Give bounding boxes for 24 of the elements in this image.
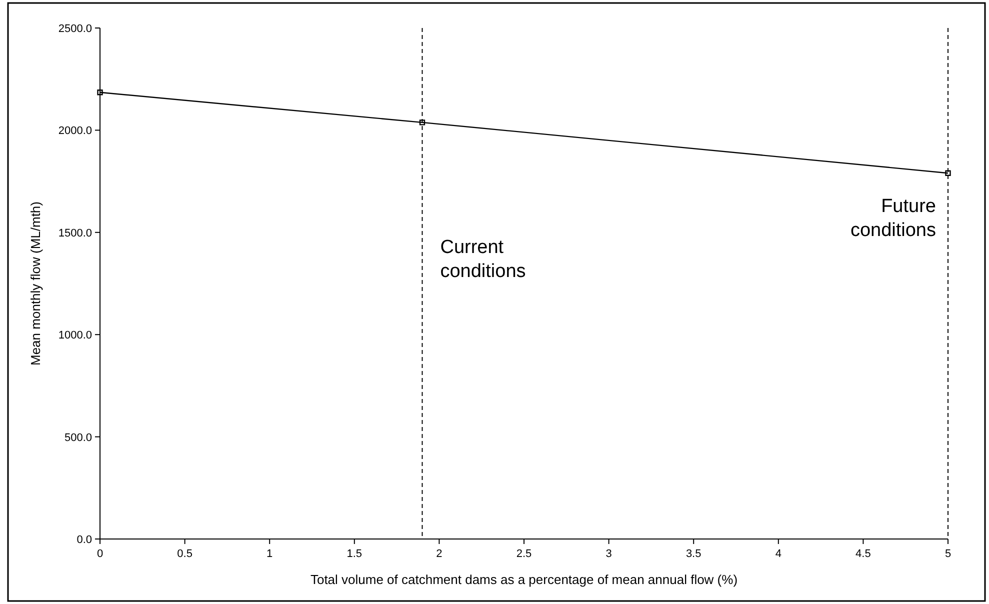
y-tick-label: 500.0 bbox=[64, 432, 92, 444]
x-tick-label: 4.5 bbox=[856, 548, 871, 560]
x-tick-label: 3 bbox=[606, 548, 612, 560]
x-tick-label: 2 bbox=[436, 548, 442, 560]
y-tick-label: 1000.0 bbox=[58, 330, 92, 342]
x-tick-label: 1.5 bbox=[346, 548, 362, 560]
y-tick-label: 1500.0 bbox=[58, 227, 92, 240]
x-tick-label: 0 bbox=[96, 548, 104, 560]
y-axis-title: Mean monthly flow (ML/mth) bbox=[28, 202, 43, 366]
x-tick-label: 5 bbox=[944, 548, 952, 560]
point bbox=[945, 170, 951, 176]
x-tick-label: 3.5 bbox=[686, 548, 702, 560]
y-tick-label: 2000.0 bbox=[58, 125, 92, 138]
x-tick-label: 0.5 bbox=[177, 548, 192, 560]
annotation: Current conditions bbox=[440, 236, 526, 282]
point bbox=[97, 90, 103, 96]
point bbox=[419, 120, 426, 126]
y-tick-label: 2500.0 bbox=[58, 23, 92, 35]
x-tick-label: 1 bbox=[266, 548, 273, 560]
x-tick-label: 2.5 bbox=[516, 548, 532, 560]
y-tick-label: 0.0 bbox=[76, 534, 92, 546]
annotation: Future conditions bbox=[850, 196, 936, 241]
x-tick-label: 4 bbox=[775, 548, 782, 560]
x-axis-title: Total volume of catchment dams as a percentage of mean annual flow (%) bbox=[310, 572, 738, 587]
